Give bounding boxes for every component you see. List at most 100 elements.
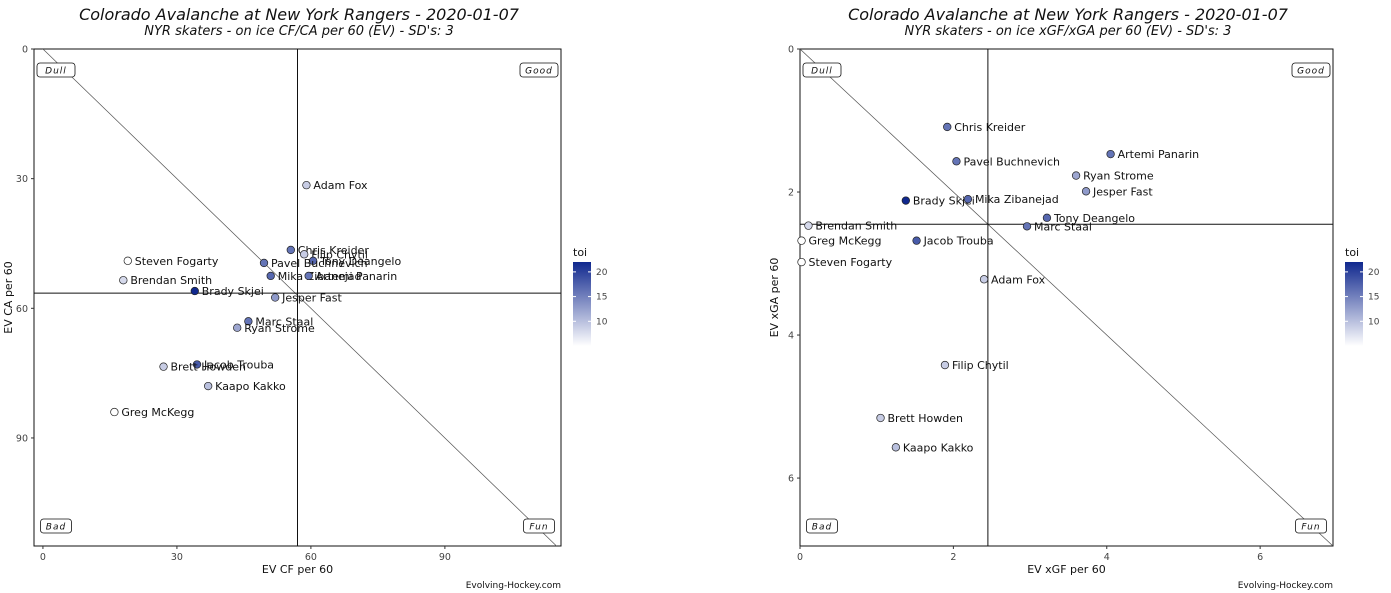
chart-title: Colorado Avalanche at New York Rangers -… <box>79 5 520 24</box>
y-axis-label: EV xGA per 60 <box>768 258 781 338</box>
quadrant-label-fun: Fun <box>523 518 555 534</box>
point-label-tony-deangelo: Tony Deangelo <box>1053 212 1135 225</box>
point-tony-deangelo <box>1042 213 1052 222</box>
point-greg-mckegg <box>110 407 119 417</box>
point-kaapo-kakko <box>204 381 213 391</box>
credit-text: Evolving-Hockey.com <box>466 581 561 591</box>
x-tick-label: 0 <box>797 552 803 563</box>
point-brett-howden <box>876 413 885 423</box>
y-tick-label: 2 <box>788 188 794 199</box>
point-mika-zibanejad <box>266 271 275 281</box>
point-filip-chytil <box>300 250 309 259</box>
legend-title: toi <box>1345 246 1359 259</box>
point-label-brendan-smith: Brendan Smith <box>130 274 212 287</box>
point-label-brett-howden: Brett Howden <box>888 412 963 425</box>
point-label-tony-deangelo: Tony Deangelo <box>319 255 401 268</box>
quadrant-box <box>523 518 555 534</box>
legend-tick-label: 20 <box>596 268 608 278</box>
x-tick-label: 6 <box>1257 552 1263 563</box>
point-steven-fogarty <box>123 256 132 265</box>
point-pavel-buchnevich <box>259 258 269 268</box>
corsi-scatter-chart: Colorado Avalanche at New York Rangers -… <box>2 5 608 591</box>
point-label-filip-chytil: Filip Chytil <box>311 248 368 261</box>
point-label-steven-fogarty: Steven Fogarty <box>135 255 219 268</box>
point-label-adam-fox: Adam Fox <box>313 179 368 192</box>
point-label-kaapo-kakko: Kaapo Kakko <box>215 380 286 393</box>
point-adam-fox <box>302 180 311 190</box>
point-label-brady-skjei: Brady Skjei <box>913 195 975 208</box>
point-artemi-panarin <box>304 271 313 281</box>
quadrant-label-good: Good <box>1291 62 1331 78</box>
point-jacob-trouba <box>192 360 202 369</box>
point-ryan-strome <box>233 323 242 332</box>
point-label-marc-staal: Marc Staal <box>1034 220 1092 233</box>
legend-tick-label: 15 <box>596 293 607 303</box>
x-axis-label: EV CF per 60 <box>262 563 333 576</box>
point-greg-mckegg <box>797 236 806 245</box>
point-label-jesper-fast: Jesper Fast <box>281 292 342 305</box>
legend-tick-label: 10 <box>596 317 608 327</box>
quadrant-label-fun: Fun <box>1295 518 1327 534</box>
point-marc-staal <box>244 317 253 326</box>
point-label-artemi-panarin: Artemi Panarin <box>316 270 398 283</box>
x-tick-label: 30 <box>171 552 183 563</box>
point-label-ryan-strome: Ryan Strome <box>244 322 315 335</box>
point-ryan-strome <box>1071 171 1081 180</box>
point-label-jacob-trouba: Jacob Trouba <box>923 235 994 248</box>
point-label-brady-skjei: Brady Skjei <box>202 285 264 298</box>
x-tick-label: 0 <box>40 552 46 563</box>
point-brady-skjei <box>901 196 910 205</box>
legend-title: toi <box>573 246 587 259</box>
diagonal-line <box>800 49 1333 546</box>
credit-text: Evolving-Hockey.com <box>1238 581 1333 591</box>
point-chris-kreider <box>943 122 952 132</box>
point-label-marc-staal: Marc Staal <box>255 315 313 328</box>
point-label-pavel-buchnevich: Pavel Buchnevich <box>963 155 1060 168</box>
quadrant-text: Fun <box>529 523 548 533</box>
legend-tick-label: 20 <box>1368 268 1380 278</box>
quadrant-box <box>802 62 842 78</box>
legend-colorbar <box>573 262 591 346</box>
point-label-ryan-strome: Ryan Strome <box>1083 170 1154 183</box>
point-brendan-smith <box>119 276 128 285</box>
point-label-brendan-smith: Brendan Smith <box>815 220 897 233</box>
point-jacob-trouba <box>912 236 921 245</box>
point-label-chris-kreider: Chris Kreider <box>954 121 1026 134</box>
quadrant-label-bad: Bad <box>806 518 838 534</box>
point-jesper-fast <box>1081 187 1091 196</box>
quadrant-box <box>1295 518 1327 534</box>
point-label-mika-zibanejad: Mika Zibanejad <box>278 270 362 283</box>
point-label-brett-howden: Brett Howden <box>171 361 246 374</box>
x-axis-label: EV xGF per 60 <box>1027 563 1106 576</box>
point-label-jesper-fast: Jesper Fast <box>1092 185 1153 198</box>
y-tick-label: 4 <box>788 331 794 342</box>
chart-subtitle: NYR skaters - on ice xGF/xGA per 60 (EV)… <box>905 24 1232 39</box>
point-label-kaapo-kakko: Kaapo Kakko <box>903 441 974 454</box>
legend-tick-label: 10 <box>1368 317 1380 327</box>
quadrant-box <box>40 518 72 534</box>
quadrant-text: Bad <box>46 523 66 533</box>
point-tony-deangelo <box>308 256 318 265</box>
quadrant-text: Dull <box>811 67 833 77</box>
point-pavel-buchnevich <box>952 157 961 166</box>
chart-title: Colorado Avalanche at New York Rangers -… <box>848 5 1289 24</box>
point-filip-chytil <box>940 360 950 370</box>
legend-colorbar <box>1345 262 1363 346</box>
point-label-jacob-trouba: Jacob Trouba <box>203 358 274 371</box>
point-kaapo-kakko <box>891 443 901 452</box>
quadrant-text: Fun <box>1301 523 1320 533</box>
quadrant-text: Dull <box>45 67 67 77</box>
point-chris-kreider <box>286 245 295 255</box>
quadrant-label-dull: Dull <box>802 62 842 78</box>
y-tick-label: 0 <box>22 45 28 56</box>
quadrant-text: Bad <box>812 523 832 533</box>
point-label-filip-chytil: Filip Chytil <box>952 359 1009 372</box>
point-label-greg-mckegg: Greg McKegg <box>809 235 882 248</box>
y-tick-label: 60 <box>16 304 28 315</box>
xg-scatter-chart: Colorado Avalanche at New York Rangers -… <box>768 5 1380 591</box>
point-brett-howden <box>159 362 168 371</box>
point-steven-fogarty <box>797 257 806 267</box>
x-tick-label: 60 <box>305 552 317 563</box>
quadrant-text: Good <box>1297 67 1325 77</box>
quadrant-label-dull: Dull <box>36 62 76 78</box>
